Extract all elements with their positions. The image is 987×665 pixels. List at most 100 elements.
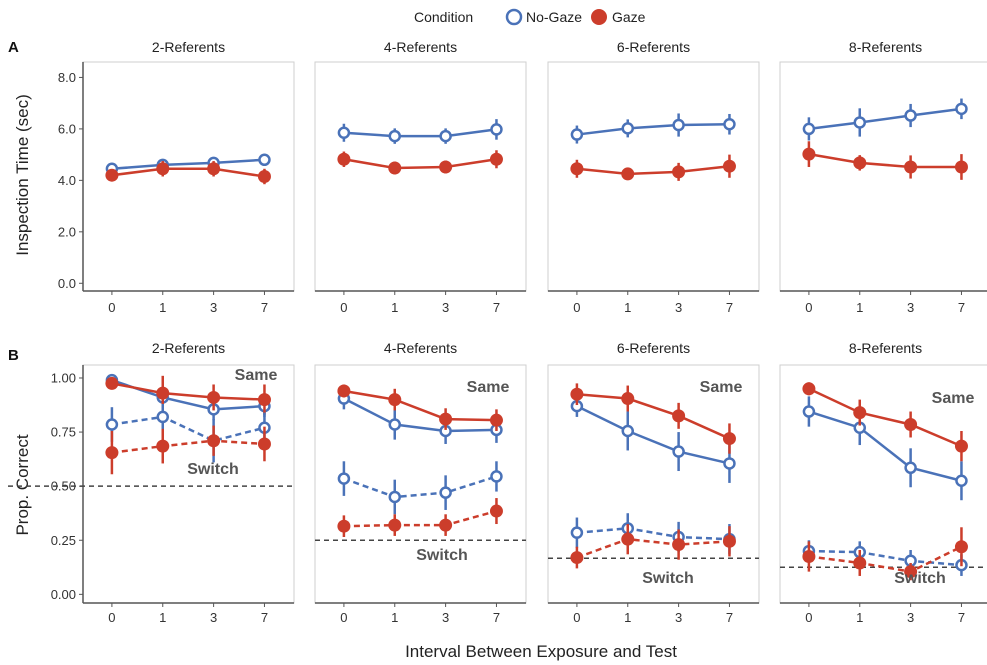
- label-same: Same: [467, 379, 510, 396]
- x-tick-label: 7: [493, 300, 500, 315]
- data-point: [207, 162, 221, 176]
- data-point: [388, 161, 402, 175]
- series-line: [343, 509, 497, 528]
- data-point: [207, 434, 221, 448]
- x-tick-label: 0: [340, 610, 347, 625]
- data-point: [258, 153, 271, 167]
- panel-letter-a: A: [8, 39, 19, 56]
- series-line: [343, 397, 497, 433]
- x-tick-label: 3: [210, 300, 217, 315]
- data-point: [954, 540, 968, 554]
- data-point: [439, 160, 453, 174]
- y-tick-label: 0.75: [51, 425, 76, 440]
- data-point: [904, 109, 917, 122]
- series-line: [343, 128, 497, 138]
- series-line: [808, 107, 962, 131]
- panel-letter-b: B: [8, 347, 19, 364]
- data-point: [490, 123, 503, 136]
- facet-title: 2-Referents: [152, 340, 225, 356]
- data-point: [802, 549, 816, 563]
- x-tick-label: 1: [159, 300, 166, 315]
- data-point: [672, 445, 685, 458]
- series-line: [111, 158, 265, 171]
- y-axis-title-a: Inspection Time (sec): [13, 94, 32, 256]
- series-line: [576, 404, 730, 465]
- data-point: [722, 432, 736, 446]
- y-tick-label: 8.0: [58, 70, 76, 85]
- series-line: [808, 549, 962, 567]
- x-tick-label: 7: [958, 300, 965, 315]
- data-point: [954, 439, 968, 453]
- series-gaze-switch: [105, 425, 271, 475]
- data-point: [388, 418, 402, 431]
- legend: Condition No-Gaze Gaze: [414, 8, 646, 26]
- series-gaze-same: [570, 383, 736, 454]
- data-point: [388, 518, 402, 532]
- label-same: Same: [700, 379, 743, 396]
- data-point: [439, 486, 452, 499]
- facet-a-3: 6-Referents 0 1 3 7: [547, 39, 760, 315]
- facet-title: 6-Referents: [617, 39, 690, 55]
- series-line: [343, 158, 497, 170]
- series-line: [576, 164, 730, 176]
- data-point: [570, 128, 584, 141]
- data-point: [337, 519, 351, 533]
- x-tick-label: 1: [624, 300, 631, 315]
- data-point: [802, 147, 816, 161]
- x-tick-label: 7: [261, 610, 268, 625]
- series-line: [808, 410, 962, 482]
- x-tick-label: 0: [108, 300, 115, 315]
- legend-marker-gaze: [591, 9, 607, 25]
- series-line: [576, 392, 730, 440]
- data-point: [570, 526, 584, 539]
- series-no-gaze-same: [570, 395, 736, 483]
- panel-frame: [314, 364, 527, 604]
- legend-title: Condition: [414, 9, 473, 25]
- series-line: [576, 527, 730, 541]
- x-tick-label: 7: [726, 610, 733, 625]
- legend-marker-no-gaze: [505, 8, 523, 26]
- data-point: [156, 162, 170, 176]
- x-tick-label: 3: [907, 610, 914, 625]
- x-tick-label: 7: [958, 610, 965, 625]
- data-point: [621, 392, 635, 406]
- y-tick-label: 6.0: [58, 121, 76, 136]
- series-line: [808, 387, 962, 448]
- series-line: [576, 537, 730, 559]
- data-point: [439, 412, 453, 426]
- facet-a-1: 2-Referents 0 1 3 7 0.0 2.0 4.0 6.0 8.0: [58, 39, 295, 315]
- data-point: [105, 418, 119, 431]
- series-no-gaze: [570, 113, 736, 144]
- facet-title: 8-Referents: [849, 39, 922, 55]
- x-tick-label: 3: [442, 610, 449, 625]
- data-point: [955, 474, 968, 488]
- label-same: Same: [235, 367, 278, 384]
- x-tick-label: 3: [442, 300, 449, 315]
- x-tick-label: 3: [675, 610, 682, 625]
- data-point: [853, 556, 867, 570]
- series-no-gaze: [337, 119, 503, 144]
- panel-frame: [779, 61, 987, 292]
- data-point: [853, 156, 867, 170]
- series-line: [343, 475, 497, 499]
- facet-b-4: 8-Referents 0 1 3 7 Same Switch: [779, 340, 987, 625]
- data-point: [337, 472, 351, 485]
- series-no-gaze: [802, 98, 968, 141]
- series-gaze-same: [105, 375, 271, 415]
- data-point: [105, 446, 119, 460]
- data-point: [904, 461, 917, 475]
- series-line: [576, 123, 730, 136]
- facet-b-2: 4-Referents 0 1 3 7 Same Switch: [314, 340, 527, 625]
- data-point: [570, 387, 584, 401]
- data-point: [672, 165, 686, 179]
- y-tick-label: 4.0: [58, 173, 76, 188]
- data-point: [388, 490, 402, 504]
- data-point: [257, 170, 271, 183]
- x-axis-title: Interval Between Exposure and Test: [405, 642, 677, 661]
- series-gaze-switch: [337, 498, 503, 538]
- y-tick-label: 0.0: [58, 276, 76, 291]
- data-point: [105, 376, 119, 390]
- data-point: [955, 102, 968, 116]
- x-tick-label: 0: [340, 300, 347, 315]
